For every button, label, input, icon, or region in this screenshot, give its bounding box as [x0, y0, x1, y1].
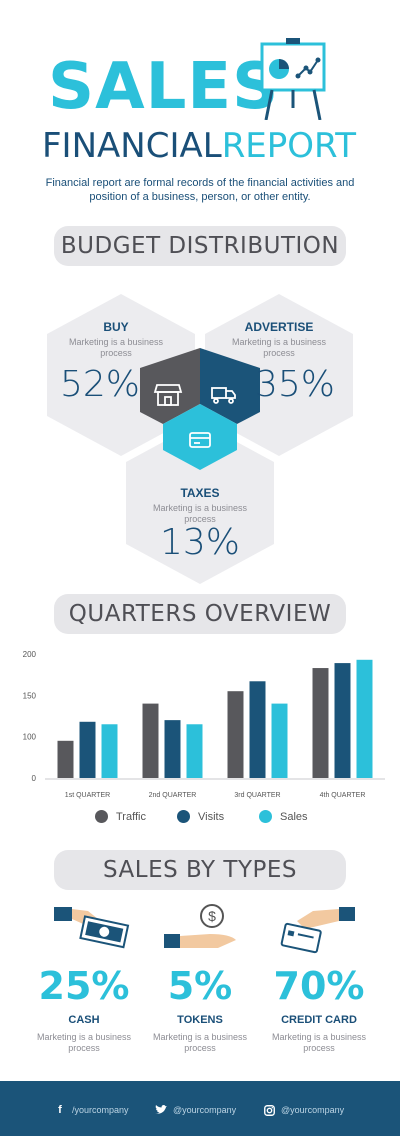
budget-buy-label: BUY: [103, 320, 129, 334]
y-tick-label: 100: [23, 733, 37, 742]
bar-traffic-q2: [142, 703, 159, 778]
presentation-board-icon: [260, 38, 326, 120]
tokens-label: TOKENS: [177, 1014, 223, 1026]
budget-buy-desc: Marketing is a business process: [68, 337, 164, 358]
credit-card-pct: 70%: [273, 964, 365, 1008]
budget-buy-pct: 52%: [60, 364, 141, 405]
legend-item-visits: Visits: [177, 810, 224, 823]
facebook-icon: f: [58, 1104, 62, 1116]
credit-card-desc: Marketing is a business process: [271, 1032, 367, 1053]
sales-types-heading: SALES BY TYPES: [54, 850, 346, 890]
x-tick-label: 3rd QUARTER: [234, 792, 280, 799]
instagram-icon: [263, 1104, 275, 1116]
instagram-handle: @yourcompany: [281, 1105, 345, 1115]
title-financial-report: FINANCIALREPORT: [42, 126, 356, 166]
cash-desc: Marketing is a business process: [36, 1032, 132, 1053]
bar-sales-q3: [271, 703, 288, 778]
legend-swatch-traffic: [95, 810, 108, 823]
budget-advertise-label: ADVERTISE: [244, 320, 314, 334]
bar-sales-q2: [186, 724, 203, 778]
intro-text: Financial report are formal records of t…: [45, 177, 355, 203]
legend-item-traffic: Traffic: [95, 810, 146, 823]
cash-label: CASH: [68, 1014, 100, 1026]
budget-advertise-desc: Marketing is a business process: [231, 337, 327, 358]
svg-text:$: $: [208, 908, 216, 924]
twitter-handle: @yourcompany: [173, 1105, 237, 1115]
bar-traffic-q1: [57, 740, 74, 778]
tokens-pct: 5%: [167, 964, 233, 1008]
title-financial: FINANCIAL: [42, 126, 222, 166]
y-tick-label: 0: [32, 774, 37, 783]
title-sales: SALES: [48, 50, 280, 124]
instagram-link[interactable]: @yourcompany: [263, 1104, 344, 1116]
hex-taxes: [126, 422, 274, 584]
budget-taxes-label: TAXES: [180, 486, 220, 500]
bar-visits-q3: [249, 681, 266, 778]
budget-hexagons: [47, 294, 353, 584]
bar-sales-q4: [356, 659, 373, 778]
legend-label-traffic: Traffic: [116, 810, 146, 823]
cash-hand-icon: [54, 907, 130, 949]
credit-card-icon: [189, 432, 211, 448]
store-icon: [153, 384, 183, 406]
footer: [0, 1081, 400, 1136]
cash-pct: 25%: [38, 964, 130, 1008]
tokens-desc: Marketing is a business process: [152, 1032, 248, 1053]
bar-sales-q1: [101, 724, 118, 778]
title-report: REPORT: [221, 126, 356, 166]
bar-visits-q1: [79, 721, 96, 778]
bar-visits-q4: [334, 663, 351, 778]
credit-card-label: CREDIT CARD: [281, 1014, 357, 1026]
legend-swatch-sales: [259, 810, 272, 823]
hex-center-cyan: [163, 404, 237, 470]
y-tick-label: 200: [23, 650, 37, 659]
bar-traffic-q4: [312, 668, 329, 778]
twitter-icon: [155, 1104, 167, 1116]
twitter-link[interactable]: @yourcompany: [155, 1104, 236, 1116]
budget-taxes-desc: Marketing is a business process: [152, 503, 248, 524]
quarters-heading: QUARTERS OVERVIEW: [54, 594, 346, 634]
y-tick-label: 150: [23, 691, 37, 700]
card-hand-icon: [280, 907, 355, 954]
quarters-bar-chart: 0 100 150 200 1st QUARTER 2nd QUARTER 3rd QUAR…: [23, 650, 385, 799]
legend-item-sales: Sales: [259, 810, 308, 823]
bar-traffic-q3: [227, 691, 244, 778]
budget-heading: BUDGET DISTRIBUTION: [54, 226, 346, 266]
truck-icon: [211, 387, 236, 404]
coin-hand-icon: $: [164, 904, 236, 948]
hex-center-blue: [200, 348, 260, 424]
x-tick-label: 4th QUARTER: [320, 792, 366, 799]
facebook-link[interactable]: f /yourcompany: [54, 1104, 129, 1116]
legend-swatch-visits: [177, 810, 190, 823]
facebook-handle: /yourcompany: [72, 1105, 129, 1115]
bar-visits-q2: [164, 720, 181, 778]
legend-label-visits: Visits: [198, 810, 225, 823]
budget-taxes-pct: 13%: [160, 522, 241, 563]
hex-center-gray: [140, 348, 200, 424]
x-tick-label: 1st QUARTER: [65, 792, 110, 799]
x-tick-label: 2nd QUARTER: [149, 792, 197, 799]
legend-label-sales: Sales: [280, 810, 308, 823]
budget-advertise-pct: 35%: [255, 364, 336, 405]
